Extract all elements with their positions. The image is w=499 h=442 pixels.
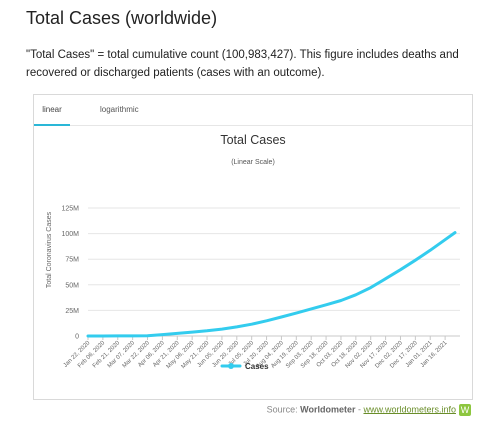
chart-subtitle: (Linear Scale) bbox=[231, 159, 275, 166]
source-name: Worldometer bbox=[300, 404, 356, 415]
source-separator: - bbox=[355, 404, 364, 415]
y-tick-labels: 0 25M 50M 75M 100M 125M bbox=[61, 206, 79, 341]
scale-tabs: linear logarithmic bbox=[34, 95, 472, 126]
total-cases-chart: Total Cases (Linear Scale) Total Coronav… bbox=[46, 133, 460, 371]
legend-marker-cases bbox=[228, 363, 234, 369]
page-title: Total Cases (worldwide) bbox=[26, 8, 218, 28]
chart-title: Total Cases bbox=[220, 133, 285, 147]
legend-label-cases: Cases bbox=[245, 362, 269, 371]
y-tick-label: 125M bbox=[61, 206, 79, 213]
source-prefix: Source: bbox=[266, 404, 301, 415]
grid-lines bbox=[88, 207, 460, 337]
y-tick-label: 75M bbox=[65, 257, 79, 264]
cases-series-line bbox=[86, 231, 457, 338]
y-tick-label: 0 bbox=[75, 334, 79, 341]
y-tick-label: 50M bbox=[65, 282, 79, 289]
source-link[interactable]: www.worldometers.info bbox=[363, 404, 456, 415]
worldometer-logo-icon: W bbox=[459, 404, 471, 416]
chart-panel: linear logarithmic Total Cases (Linear S… bbox=[33, 94, 473, 400]
tab-linear[interactable]: linear bbox=[34, 95, 70, 126]
y-tick-label: 100M bbox=[61, 231, 79, 238]
y-tick-label: 25M bbox=[65, 308, 79, 315]
legend[interactable]: Cases bbox=[220, 362, 269, 371]
source-credit: Source: Worldometer - www.worldometers.i… bbox=[267, 404, 471, 416]
tab-logarithmic[interactable]: logarithmic bbox=[100, 105, 139, 114]
y-axis-label: Total Coronavirus Cases bbox=[46, 211, 53, 288]
description-text: "Total Cases" = total cumulative count (… bbox=[26, 49, 459, 79]
